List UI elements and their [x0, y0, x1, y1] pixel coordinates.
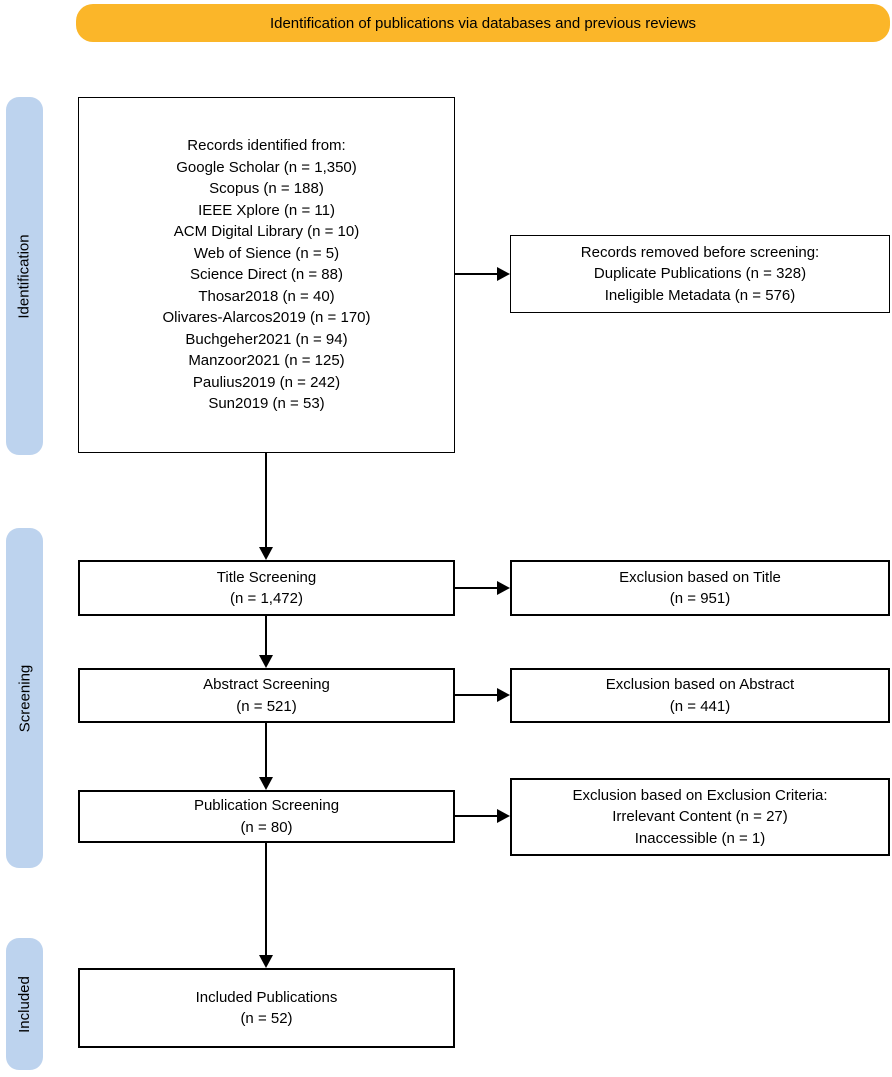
- box-line: Abstract Screening: [203, 676, 330, 693]
- box-line: (n = 80): [240, 818, 293, 836]
- box-line: Exclusion based on Abstract: [605, 676, 795, 693]
- box-line: (n = 52): [240, 1010, 293, 1027]
- box-line: Sun2019 (n = 53): [208, 395, 325, 413]
- arrow-title-to-abstract-line: [265, 616, 267, 656]
- box-line: Buchgeher2021 (n = 94): [185, 330, 348, 348]
- arrow-publication-to-included-head: [259, 955, 273, 968]
- box-included-publications: Included Publications (n = 52): [78, 968, 455, 1048]
- arrow-abstract-to-exclusion-line: [455, 694, 497, 696]
- box-line: Web of Sience (n = 5): [193, 244, 340, 262]
- arrow-title-to-exclusion-head: [497, 581, 510, 595]
- box-publication-screening: Publication Screening (n = 80): [78, 790, 455, 843]
- box-title-screening: Title Screening (n = 1,472): [78, 560, 455, 616]
- box-line: Publication Screening: [193, 797, 340, 814]
- box-line: Ineligible Metadata (n = 576): [604, 286, 796, 304]
- box-exclusion-criteria: Exclusion based on Exclusion Criteria: Ir…: [510, 778, 890, 856]
- stage-label-identification-text: Identification: [16, 233, 34, 319]
- box-line: Olivares-Alarcos2019 (n = 170): [162, 309, 371, 327]
- box-line: Irrelevant Content (n = 27): [612, 808, 788, 826]
- box-line: (n = 951): [669, 590, 731, 607]
- arrow-identified-to-removed-head: [497, 267, 510, 281]
- arrow-identified-to-removed-line: [455, 273, 497, 275]
- box-exclusion-title: Exclusion based on Title (n = 951): [510, 560, 890, 616]
- arrow-title-to-abstract-head: [259, 655, 273, 668]
- box-line: Exclusion based on Title: [619, 568, 781, 586]
- box-line: Thosar2018 (n = 40): [198, 287, 335, 305]
- box-line: Duplicate Publications (n = 328): [593, 265, 807, 283]
- arrow-abstract-to-publication-head: [259, 777, 273, 790]
- box-records-removed: Records removed before screening: Duplica…: [510, 235, 890, 313]
- box-line: Records identified from:: [187, 137, 346, 155]
- banner-text: Identification of publications via datab…: [269, 14, 697, 32]
- box-line: Title Screening: [216, 568, 317, 586]
- arrow-title-to-exclusion-line: [455, 587, 497, 589]
- box-line: Google Scholar (n = 1,350): [176, 158, 357, 176]
- banner: Identification of publications via datab…: [76, 4, 890, 42]
- box-line: Included Publications: [195, 988, 338, 1006]
- box-line: (n = 521): [236, 697, 297, 715]
- box-line: (n = 1,472): [230, 590, 303, 607]
- box-records-identified: Records identified from: Google Scholar (…: [78, 97, 455, 453]
- box-line: Science Direct (n = 88): [190, 266, 343, 284]
- stage-label-included-text: Included: [16, 975, 33, 1033]
- arrow-identified-to-title-head: [259, 547, 273, 560]
- arrow-identified-to-title-line: [265, 453, 267, 548]
- box-line: Inaccessible (n = 1): [634, 829, 766, 847]
- box-line: ACM Digital Library (n = 10): [173, 223, 360, 241]
- box-line: Scopus (n = 188): [209, 180, 324, 198]
- stage-label-screening-text: Screening: [16, 664, 34, 732]
- stage-label-identification: Identification: [6, 97, 43, 455]
- box-line: Manzoor2021 (n = 125): [188, 352, 345, 370]
- arrow-publication-to-exclusion-line: [455, 815, 497, 817]
- arrow-publication-to-included-line: [265, 843, 267, 956]
- box-exclusion-abstract: Exclusion based on Abstract (n = 441): [510, 668, 890, 723]
- stage-label-included: Included: [6, 938, 43, 1070]
- box-line: Records removed before screening:: [580, 243, 820, 261]
- arrow-abstract-to-publication-line: [265, 723, 267, 778]
- box-abstract-screening: Abstract Screening (n = 521): [78, 668, 455, 723]
- arrow-abstract-to-exclusion-head: [497, 688, 510, 702]
- box-line: (n = 441): [669, 697, 731, 715]
- arrow-publication-to-exclusion-head: [497, 809, 510, 823]
- stage-label-screening: Screening: [6, 528, 43, 868]
- box-line: Exclusion based on Exclusion Criteria:: [572, 786, 828, 804]
- box-line: IEEE Xplore (n = 11): [198, 201, 335, 219]
- box-line: Paulius2019 (n = 242): [192, 373, 341, 391]
